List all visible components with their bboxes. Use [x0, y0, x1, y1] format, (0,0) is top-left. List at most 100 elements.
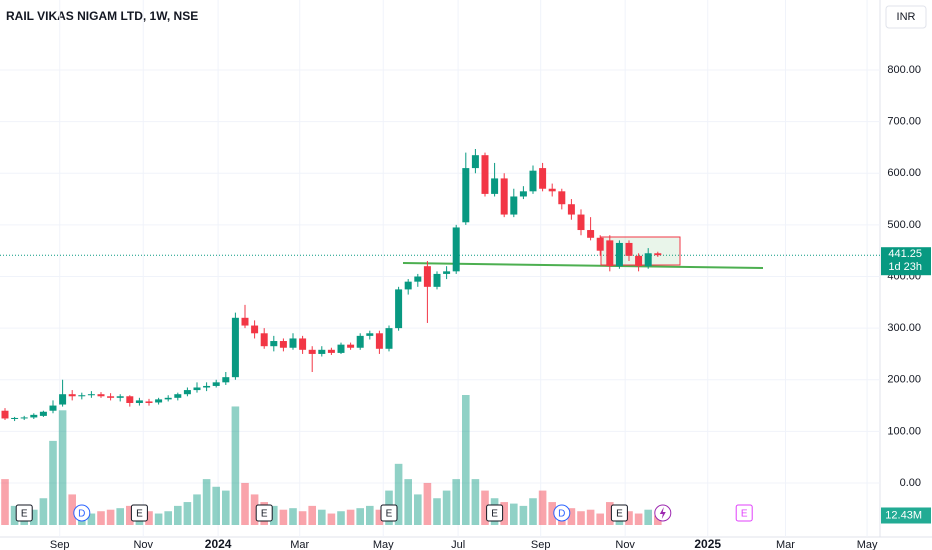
candle-body: [20, 417, 28, 419]
volume-bar: [87, 513, 96, 525]
volume-bar: [298, 511, 307, 525]
candle-body: [39, 411, 47, 416]
volume-bar: [404, 479, 412, 525]
candle-body: [615, 242, 623, 267]
x-tick-label: Mar: [290, 539, 309, 550]
candle-body: [404, 281, 412, 290]
volume-bar: [481, 490, 489, 525]
x-tick-label: 2025: [694, 537, 721, 550]
volume-bar: [183, 502, 192, 525]
y-tick-label: 500.00: [887, 219, 921, 231]
volume-bar: [241, 482, 249, 525]
volume-bar: [346, 509, 355, 525]
currency-box[interactable]: [885, 5, 927, 29]
candle-body: [337, 344, 345, 353]
candle-body: [11, 417, 19, 419]
earnings-marker: [130, 504, 148, 522]
volume-bar: [567, 508, 576, 525]
y-tick-label: 300.00: [887, 322, 921, 334]
candle-body: [500, 178, 508, 215]
candle-body: [510, 196, 518, 215]
candle-body: [327, 349, 335, 353]
candle-body: [423, 266, 431, 287]
candle-body: [491, 178, 499, 194]
candle-body: [644, 253, 652, 267]
earnings-marker: [610, 504, 628, 522]
trend-line[interactable]: [402, 262, 764, 269]
volume-bar: [174, 505, 182, 525]
volume-bar: [145, 511, 153, 525]
candle-body: [587, 230, 595, 238]
event-label: D: [78, 509, 85, 520]
volume-bar: [529, 498, 537, 525]
candle-body: [212, 382, 220, 386]
earnings-marker: [15, 504, 33, 522]
event-label: D: [558, 509, 565, 520]
earnings-marker: [486, 504, 504, 522]
split-icon: [659, 507, 666, 519]
candle-body: [107, 396, 115, 398]
candle-body: [471, 155, 479, 169]
candle-body: [529, 170, 537, 192]
volume-bar: [375, 509, 384, 525]
candle-body: [395, 289, 403, 329]
volume-bar: [433, 498, 441, 525]
last-price-label: 441.25: [888, 248, 922, 260]
volume-bar: [548, 502, 556, 525]
candle-body: [1, 410, 9, 419]
candle-body: [519, 191, 527, 197]
volume-bar: [538, 490, 547, 525]
candle-body: [30, 414, 38, 418]
candle-body: [193, 387, 201, 391]
volume-bar: [519, 505, 528, 525]
volume-bar: [231, 406, 240, 525]
volume-bar: [634, 513, 643, 525]
y-tick-label: 700.00: [887, 116, 921, 128]
candle-body: [164, 397, 172, 400]
candle-body: [567, 204, 575, 215]
volume-bar: [308, 505, 316, 525]
volume-bar: [39, 498, 48, 525]
x-tick-label: 2024: [205, 537, 232, 550]
volume-bar: [423, 482, 432, 525]
event-label: E: [261, 509, 268, 520]
dividend-marker: [553, 504, 571, 522]
countdown: 1d 23h: [888, 261, 922, 273]
volume-bar: [414, 494, 422, 525]
candle-body: [577, 214, 585, 231]
candle-body: [68, 394, 76, 397]
volume-bar: [462, 395, 470, 525]
earnings-marker: [380, 504, 398, 522]
candle-body: [654, 253, 662, 256]
volume-bar: [510, 503, 518, 525]
volume-bar: [625, 511, 633, 525]
volume-bar: [126, 505, 134, 525]
volume-bar: [318, 509, 326, 525]
volume-bar: [394, 463, 403, 525]
volume-bar: [58, 410, 67, 525]
last-price-badge: [881, 247, 931, 276]
currency: INR: [897, 11, 916, 23]
volume-bar: [1, 479, 9, 525]
volume-bar: [471, 479, 480, 525]
volume-bar: [586, 509, 595, 525]
candle-body: [635, 255, 643, 267]
event-label: E: [616, 509, 623, 520]
candle-body: [318, 349, 326, 354]
volume-bar: [500, 502, 508, 525]
volume-bar: [250, 494, 259, 525]
candle-body: [241, 317, 249, 326]
volume-bar: [10, 505, 19, 525]
volume-bar: [289, 508, 297, 525]
candle-body: [625, 242, 633, 256]
candle-body: [251, 325, 259, 334]
chart-title: RAIL VIKAS NIGAM LTD, 1W, NSE: [6, 9, 198, 23]
volume-bar: [327, 513, 336, 525]
candle-body: [78, 395, 86, 397]
y-tick-label: 100.00: [887, 425, 921, 437]
candle-body: [347, 344, 355, 348]
volume-bar: [202, 479, 211, 525]
volume-bar: [116, 508, 124, 525]
volume-bar: [654, 515, 662, 525]
candle-body: [558, 191, 566, 205]
